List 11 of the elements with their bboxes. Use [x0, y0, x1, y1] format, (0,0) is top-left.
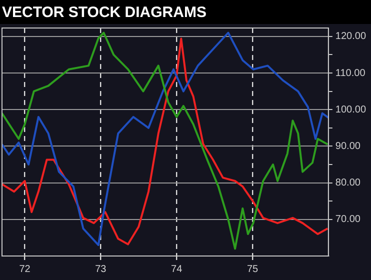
- y-tick-label: 80.00: [335, 178, 361, 189]
- x-tick-label: 74: [171, 264, 183, 275]
- x-tick-label: 73: [95, 264, 107, 275]
- y-tick-label: 110.00: [335, 68, 366, 79]
- y-tick-label: 90.00: [335, 140, 361, 152]
- chart-title: VECTOR STOCK DIAGRAMS: [2, 4, 206, 22]
- y-tick-label: 70.00: [335, 214, 361, 226]
- x-tick-label: 75: [246, 264, 259, 275]
- x-tick-label: 72: [19, 264, 31, 275]
- y-tick-label: 120.00: [335, 31, 366, 42]
- y-tick-label: 100.00: [335, 104, 366, 116]
